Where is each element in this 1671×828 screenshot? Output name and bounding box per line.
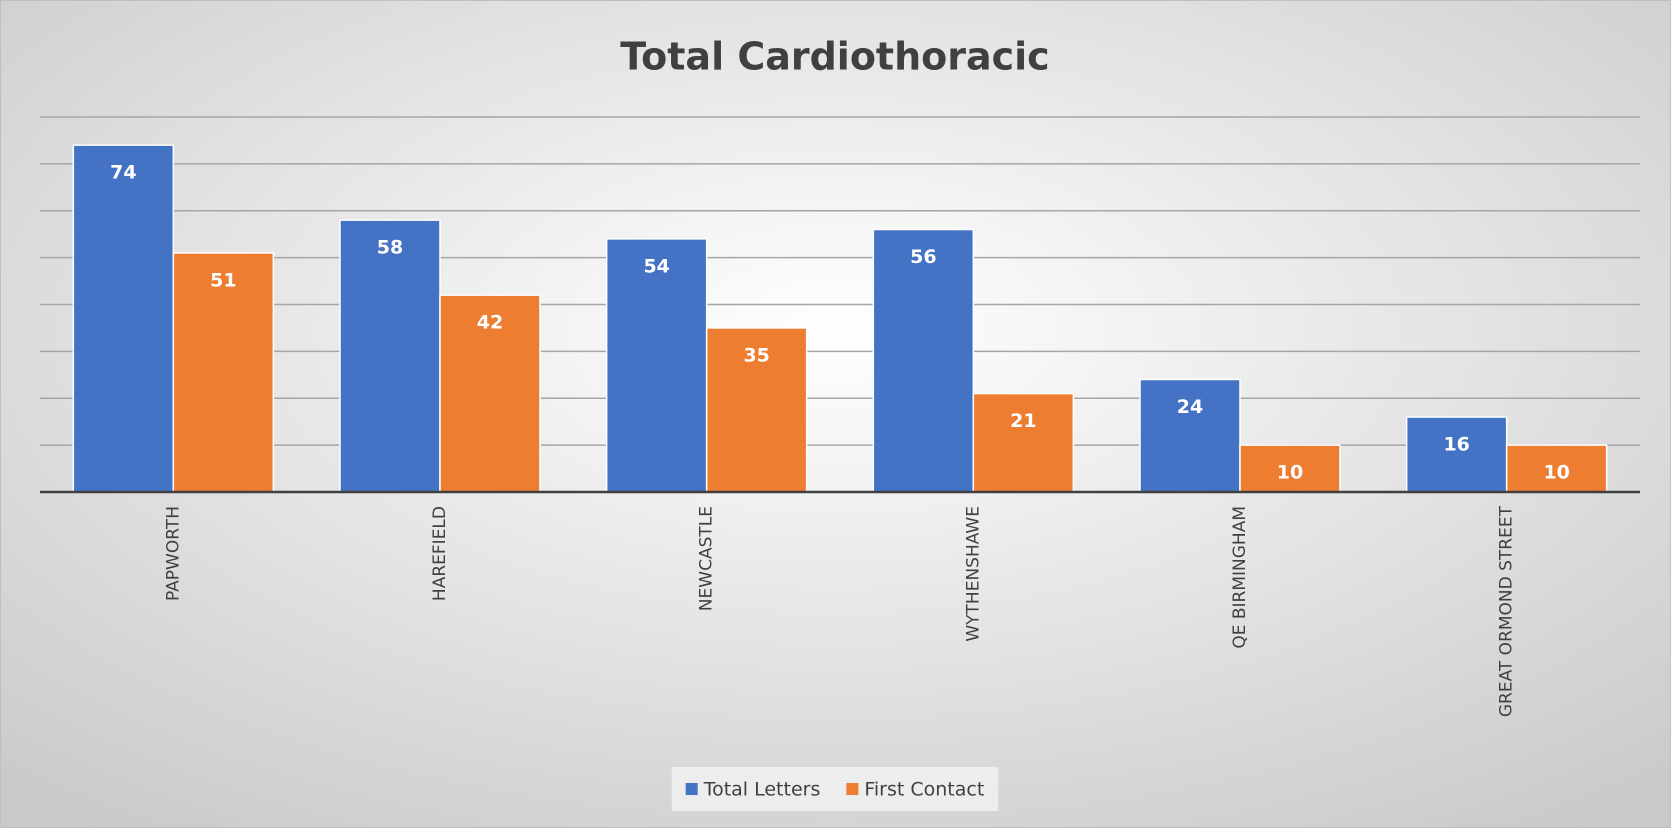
data-label: 58 bbox=[377, 237, 403, 259]
legend-background bbox=[671, 767, 999, 811]
data-label: 16 bbox=[1443, 434, 1469, 456]
bar bbox=[72, 144, 175, 493]
data-label: 10 bbox=[1277, 462, 1303, 484]
legend-label: First Contact bbox=[864, 779, 984, 801]
legend-label: Total Letters bbox=[703, 779, 821, 801]
x-tick-label: NEWCASTLE bbox=[697, 506, 717, 611]
x-tick-label: WYTHENSHAWE bbox=[963, 506, 983, 642]
chart-title: Total Cardiothoracic bbox=[620, 35, 1049, 79]
bar bbox=[972, 392, 1075, 493]
bar bbox=[1505, 444, 1608, 493]
data-label: 35 bbox=[743, 344, 769, 366]
bar bbox=[1139, 378, 1241, 493]
data-label: 54 bbox=[643, 255, 669, 277]
data-label: 74 bbox=[110, 162, 136, 184]
bar bbox=[872, 228, 975, 493]
data-label: 51 bbox=[210, 269, 236, 291]
bar bbox=[339, 219, 441, 493]
data-label: 42 bbox=[477, 312, 503, 334]
x-tick-label: QE BIRMINGHAM bbox=[1230, 506, 1250, 649]
legend: Total Letters First Contact bbox=[671, 767, 999, 811]
legend-swatch bbox=[685, 783, 698, 795]
legend-swatch bbox=[846, 783, 859, 795]
x-tick-label: PAPWORTH bbox=[163, 506, 183, 601]
x-tick-label: GREAT ORMOND STREET bbox=[1497, 505, 1517, 717]
data-label: 10 bbox=[1543, 462, 1569, 484]
data-label: 56 bbox=[910, 246, 936, 268]
data-label: 24 bbox=[1177, 396, 1203, 418]
data-label: 21 bbox=[1010, 410, 1036, 432]
x-tick-label: HAREFIELD bbox=[430, 506, 450, 601]
bar bbox=[1405, 416, 1508, 493]
bar bbox=[1239, 444, 1341, 493]
